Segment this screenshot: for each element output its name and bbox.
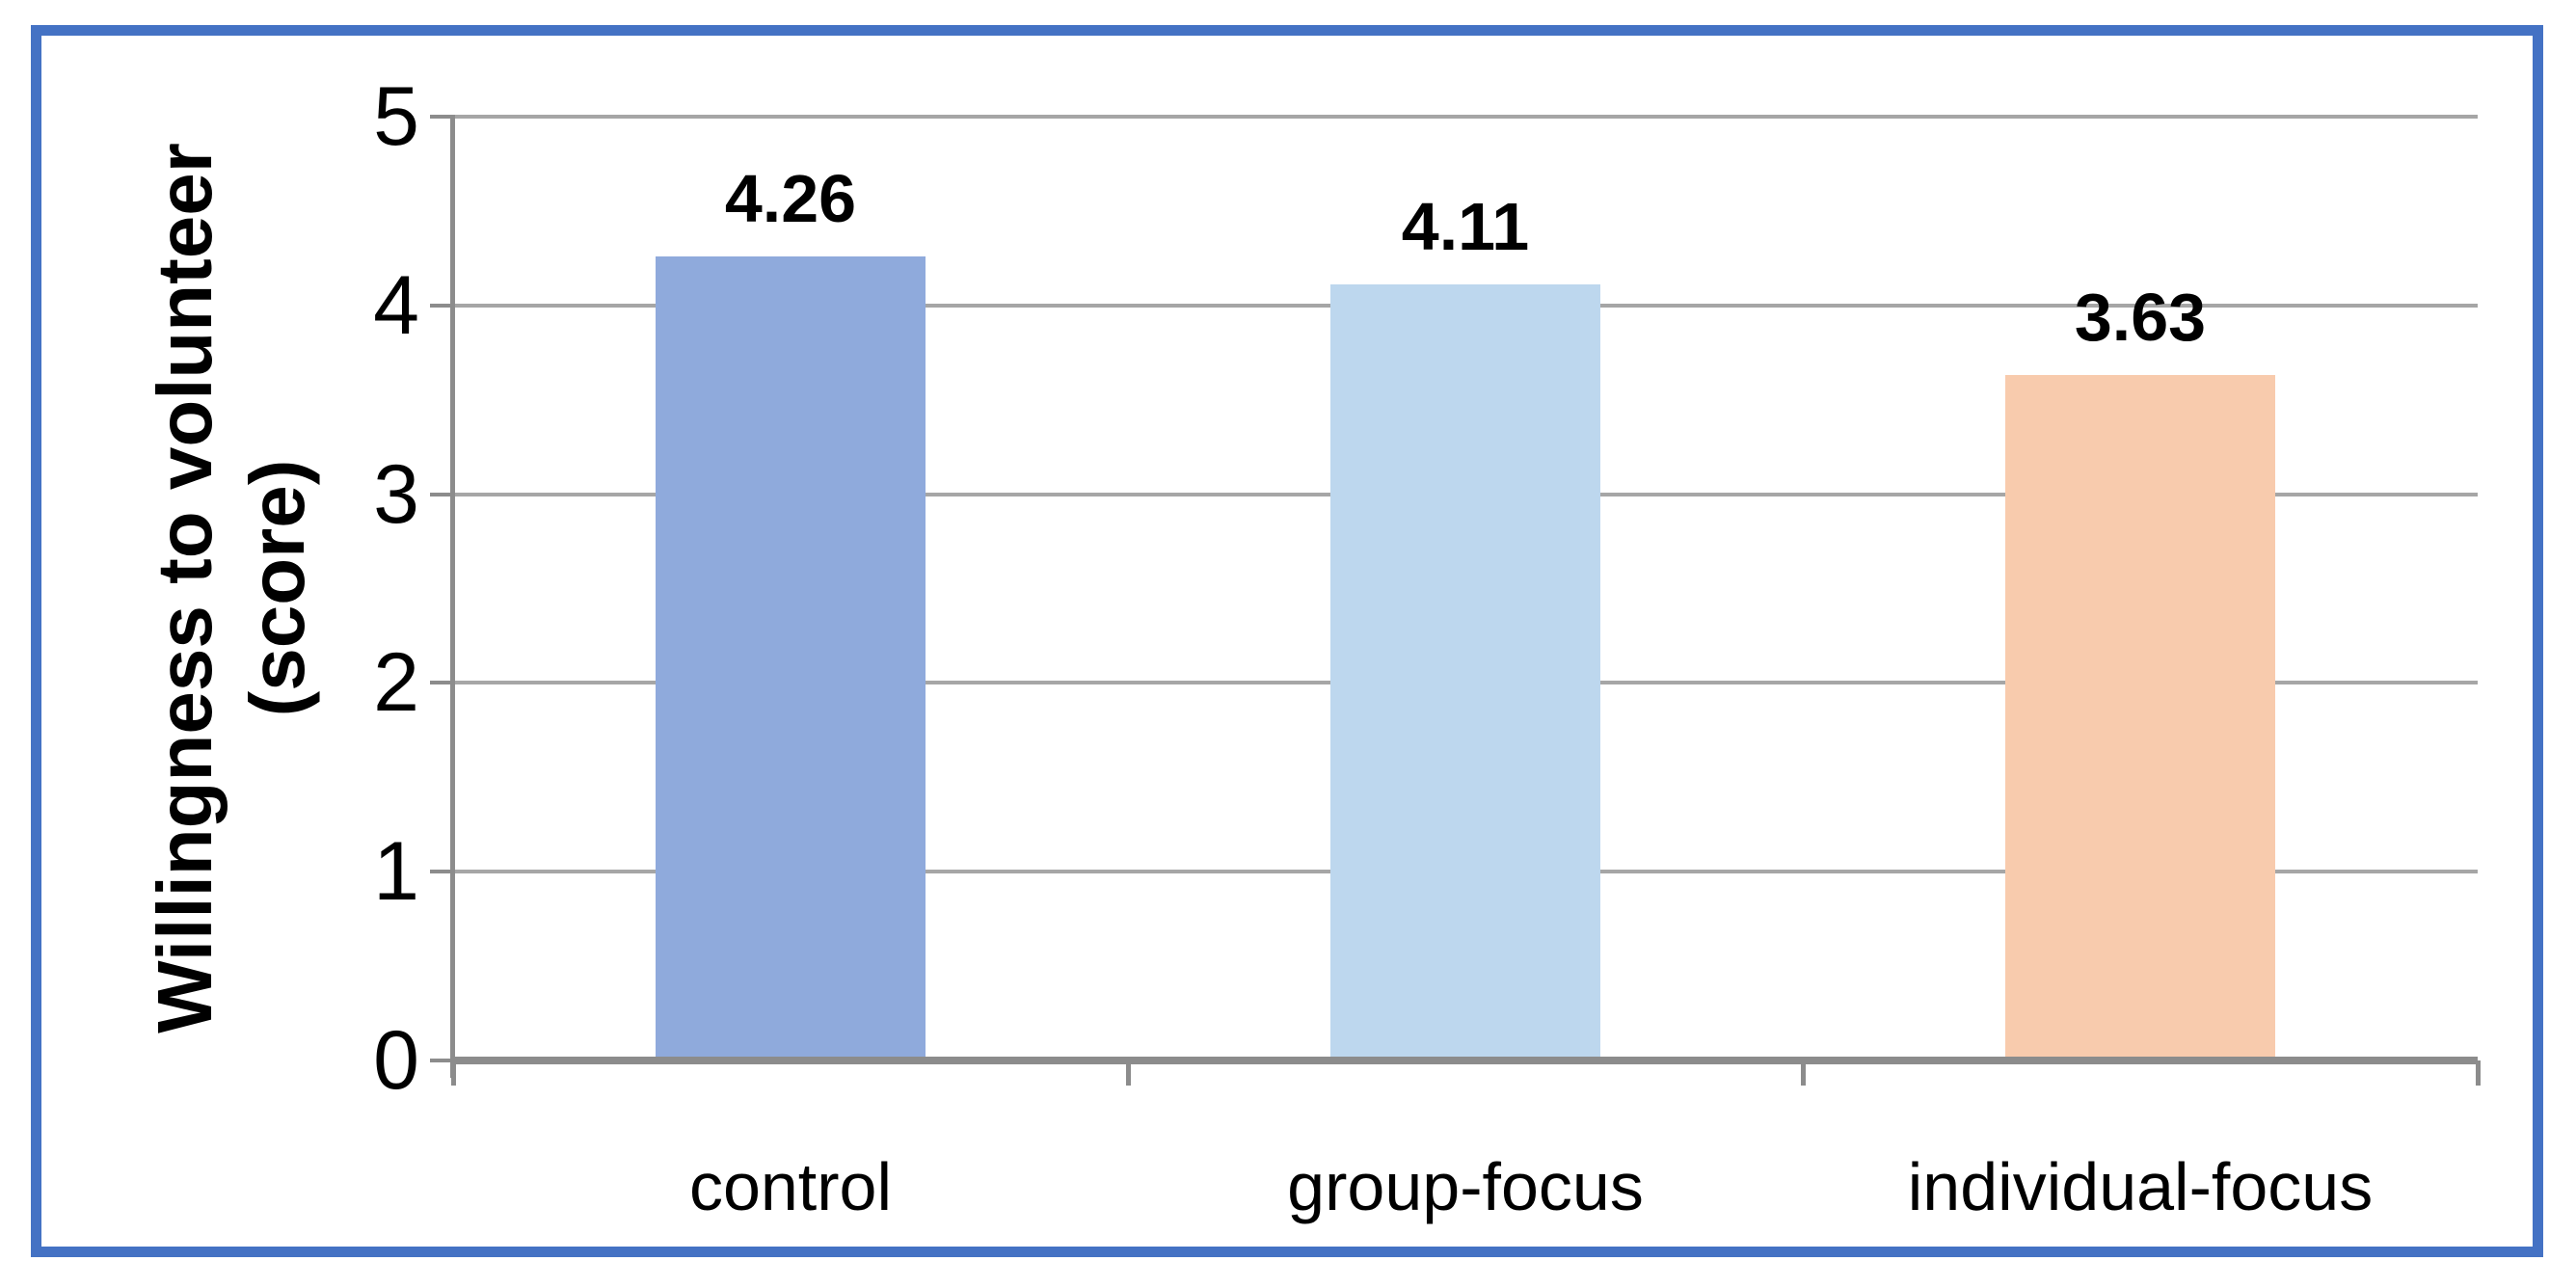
- x-category-label-control: control: [688, 1149, 893, 1224]
- y-tick-label-1: 1: [373, 825, 419, 919]
- y-tick-mark-2: [430, 681, 453, 685]
- data-label-individual-focus: 3.63: [2074, 280, 2207, 356]
- y-tick-label-2: 2: [373, 636, 419, 730]
- x-tick-mark-2: [1801, 1060, 1806, 1086]
- y-tick-label-3: 3: [373, 447, 419, 541]
- x-tick-mark-3: [2476, 1060, 2481, 1086]
- x-category-label-group-focus: group-focus: [1287, 1149, 1644, 1224]
- x-axis-line: [450, 1057, 2478, 1064]
- data-label-control: 4.26: [724, 160, 857, 236]
- x-category-label-individual-focus: individual-focus: [1907, 1149, 2374, 1224]
- chart-border-frame: [31, 25, 2543, 1257]
- y-tick-mark-0: [430, 1059, 453, 1062]
- data-label-group-focus: 4.11: [1401, 189, 1530, 265]
- bar-group-focus: [1330, 284, 1600, 1060]
- y-axis-line: [450, 115, 455, 1078]
- y-axis-title-line1: Willingness to volunteer: [142, 143, 228, 1033]
- bar-control: [656, 255, 926, 1060]
- x-tick-mark-1: [1126, 1060, 1131, 1086]
- y-tick-label-4: 4: [373, 258, 419, 352]
- bar-individual-focus: [2005, 375, 2275, 1060]
- y-tick-label-5: 5: [373, 70, 419, 163]
- y-tick-mark-3: [430, 492, 453, 496]
- y-tick-mark-5: [430, 115, 453, 119]
- y-tick-label-0: 0: [373, 1014, 419, 1107]
- gridline-5: [453, 115, 2478, 119]
- y-tick-mark-1: [430, 870, 453, 874]
- y-tick-mark-4: [430, 303, 453, 308]
